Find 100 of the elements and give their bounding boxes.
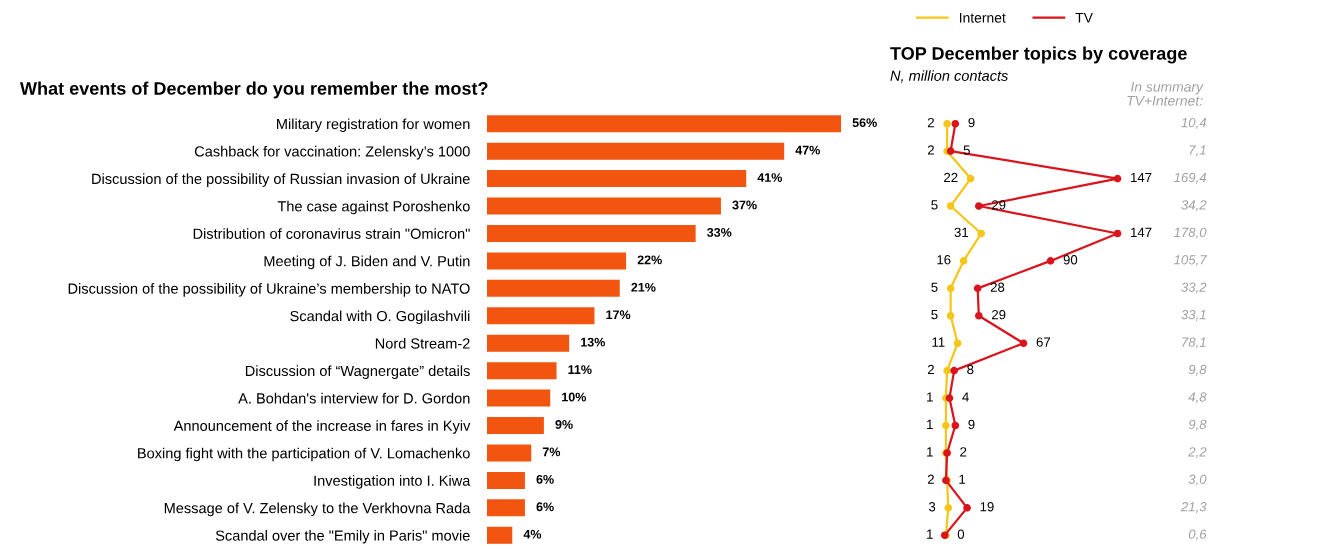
point <box>944 504 953 512</box>
legend-label: Internet <box>959 13 1006 23</box>
chart-title: TOP December topics by coverage <box>890 46 1187 64</box>
text: 33,2 <box>1181 282 1207 294</box>
text: 78,1 <box>1182 337 1206 349</box>
point <box>975 202 983 210</box>
text: 33,1 <box>1181 309 1206 321</box>
data-label: 2 <box>927 364 934 375</box>
y-tick-label: Meeting of J. Biden and V. Putin <box>264 255 470 270</box>
text: 21,3 <box>1180 502 1207 513</box>
point <box>943 119 951 128</box>
data-label: 17% <box>606 310 631 320</box>
data-label: 1 <box>927 529 933 539</box>
bar <box>487 526 513 544</box>
point <box>953 339 962 348</box>
data-label: 5 <box>931 282 938 292</box>
point <box>963 504 971 512</box>
data-label: 11 <box>932 337 945 347</box>
bar <box>487 279 620 297</box>
data-label: 9 <box>968 419 975 430</box>
data-label: 2 <box>960 447 967 457</box>
point <box>951 119 960 128</box>
point <box>946 202 955 210</box>
data-label: 8 <box>967 364 974 375</box>
y-tick-label: Discussion of the possibility of Ukraine’s membership to NATO <box>68 283 470 297</box>
bar <box>487 252 627 270</box>
bar <box>487 444 532 462</box>
point <box>946 147 955 155</box>
text: 9,8 <box>1188 419 1207 431</box>
data-label: 6% <box>536 502 554 512</box>
y-tick-label: Message of V. Zelensky to the Verkhovna Rada <box>164 502 471 517</box>
point <box>942 421 950 430</box>
point <box>945 394 954 402</box>
data-label: 90 <box>1063 255 1078 265</box>
chart-subtitle: N, million contacts <box>890 70 1009 83</box>
data-label: 29 <box>992 200 1006 210</box>
bar <box>487 417 544 435</box>
data-label: 7% <box>542 447 561 457</box>
point <box>946 284 955 293</box>
legend-label: TV <box>1075 13 1093 23</box>
data-label: 11% <box>568 365 592 374</box>
point <box>951 421 960 430</box>
data-label: 6% <box>536 474 554 484</box>
point <box>966 174 975 183</box>
data-label: 41% <box>757 173 783 182</box>
text: 10,4 <box>1181 117 1207 129</box>
bar <box>487 115 842 133</box>
data-label: 5 <box>963 145 970 155</box>
data-label: 9% <box>555 420 573 429</box>
y-tick-label: Boxing fight with the participation of V. Lomachenko <box>138 447 470 462</box>
text: 7,1 <box>1189 145 1206 157</box>
data-label: 4 <box>962 392 969 402</box>
point <box>950 366 958 375</box>
text: 2,2 <box>1188 447 1207 459</box>
point <box>946 311 955 320</box>
data-label: 3 <box>928 502 936 512</box>
text: 0,6 <box>1188 529 1207 541</box>
data-label: 13% <box>581 337 605 347</box>
data-label: 1 <box>927 419 933 429</box>
y-tick-label: A. Bohdan's interview for D. Gordon <box>238 392 470 404</box>
text: 178,0 <box>1173 227 1207 239</box>
point <box>975 311 983 320</box>
text: 4,8 <box>1188 392 1207 404</box>
point <box>1113 174 1122 183</box>
point <box>1113 229 1122 238</box>
point <box>959 257 968 265</box>
y-tick-label: Discussion of the possibility of Russian invasion of Ukraine <box>92 173 470 187</box>
bar <box>487 142 785 160</box>
point <box>1019 339 1028 348</box>
bar <box>487 499 525 517</box>
data-label: 147 <box>1131 227 1152 237</box>
y-tick-label: Discussion of “Wagnergate” details <box>245 365 470 379</box>
data-label: 2 <box>927 474 934 484</box>
text: 9,8 <box>1188 364 1207 376</box>
bar <box>487 362 557 380</box>
data-label: 9 <box>968 117 975 128</box>
data-label: 4% <box>523 529 542 539</box>
text: 169,4 <box>1173 172 1207 184</box>
data-label: 22 <box>944 172 958 183</box>
text: In summary TV+Internet: <box>1127 82 1204 106</box>
point <box>1046 257 1055 265</box>
text: 3,0 <box>1188 474 1207 486</box>
data-label: 2 <box>927 145 934 155</box>
data-label: 1 <box>927 447 933 457</box>
data-label: 22% <box>637 255 662 265</box>
data-label: 1 <box>959 474 966 484</box>
data-label: 47% <box>795 145 820 155</box>
point <box>943 366 951 375</box>
y-tick-label: Announcement of the increase in fares in Kyiv <box>173 420 471 434</box>
y-tick-label: Nord Stream-2 <box>375 337 470 349</box>
data-label: 0 <box>957 529 965 539</box>
y-tick-label: Cashback for vaccination: Zelensky’s 1000 <box>194 145 470 160</box>
data-label: 33% <box>707 227 732 237</box>
y-tick-label: Military registration for women <box>277 118 470 133</box>
bar <box>487 389 551 407</box>
data-label: 37% <box>732 200 757 210</box>
data-label: 5 <box>931 310 938 320</box>
data-label: 2 <box>927 117 934 128</box>
data-label: 21% <box>631 282 656 292</box>
data-label: 28 <box>990 282 1005 292</box>
